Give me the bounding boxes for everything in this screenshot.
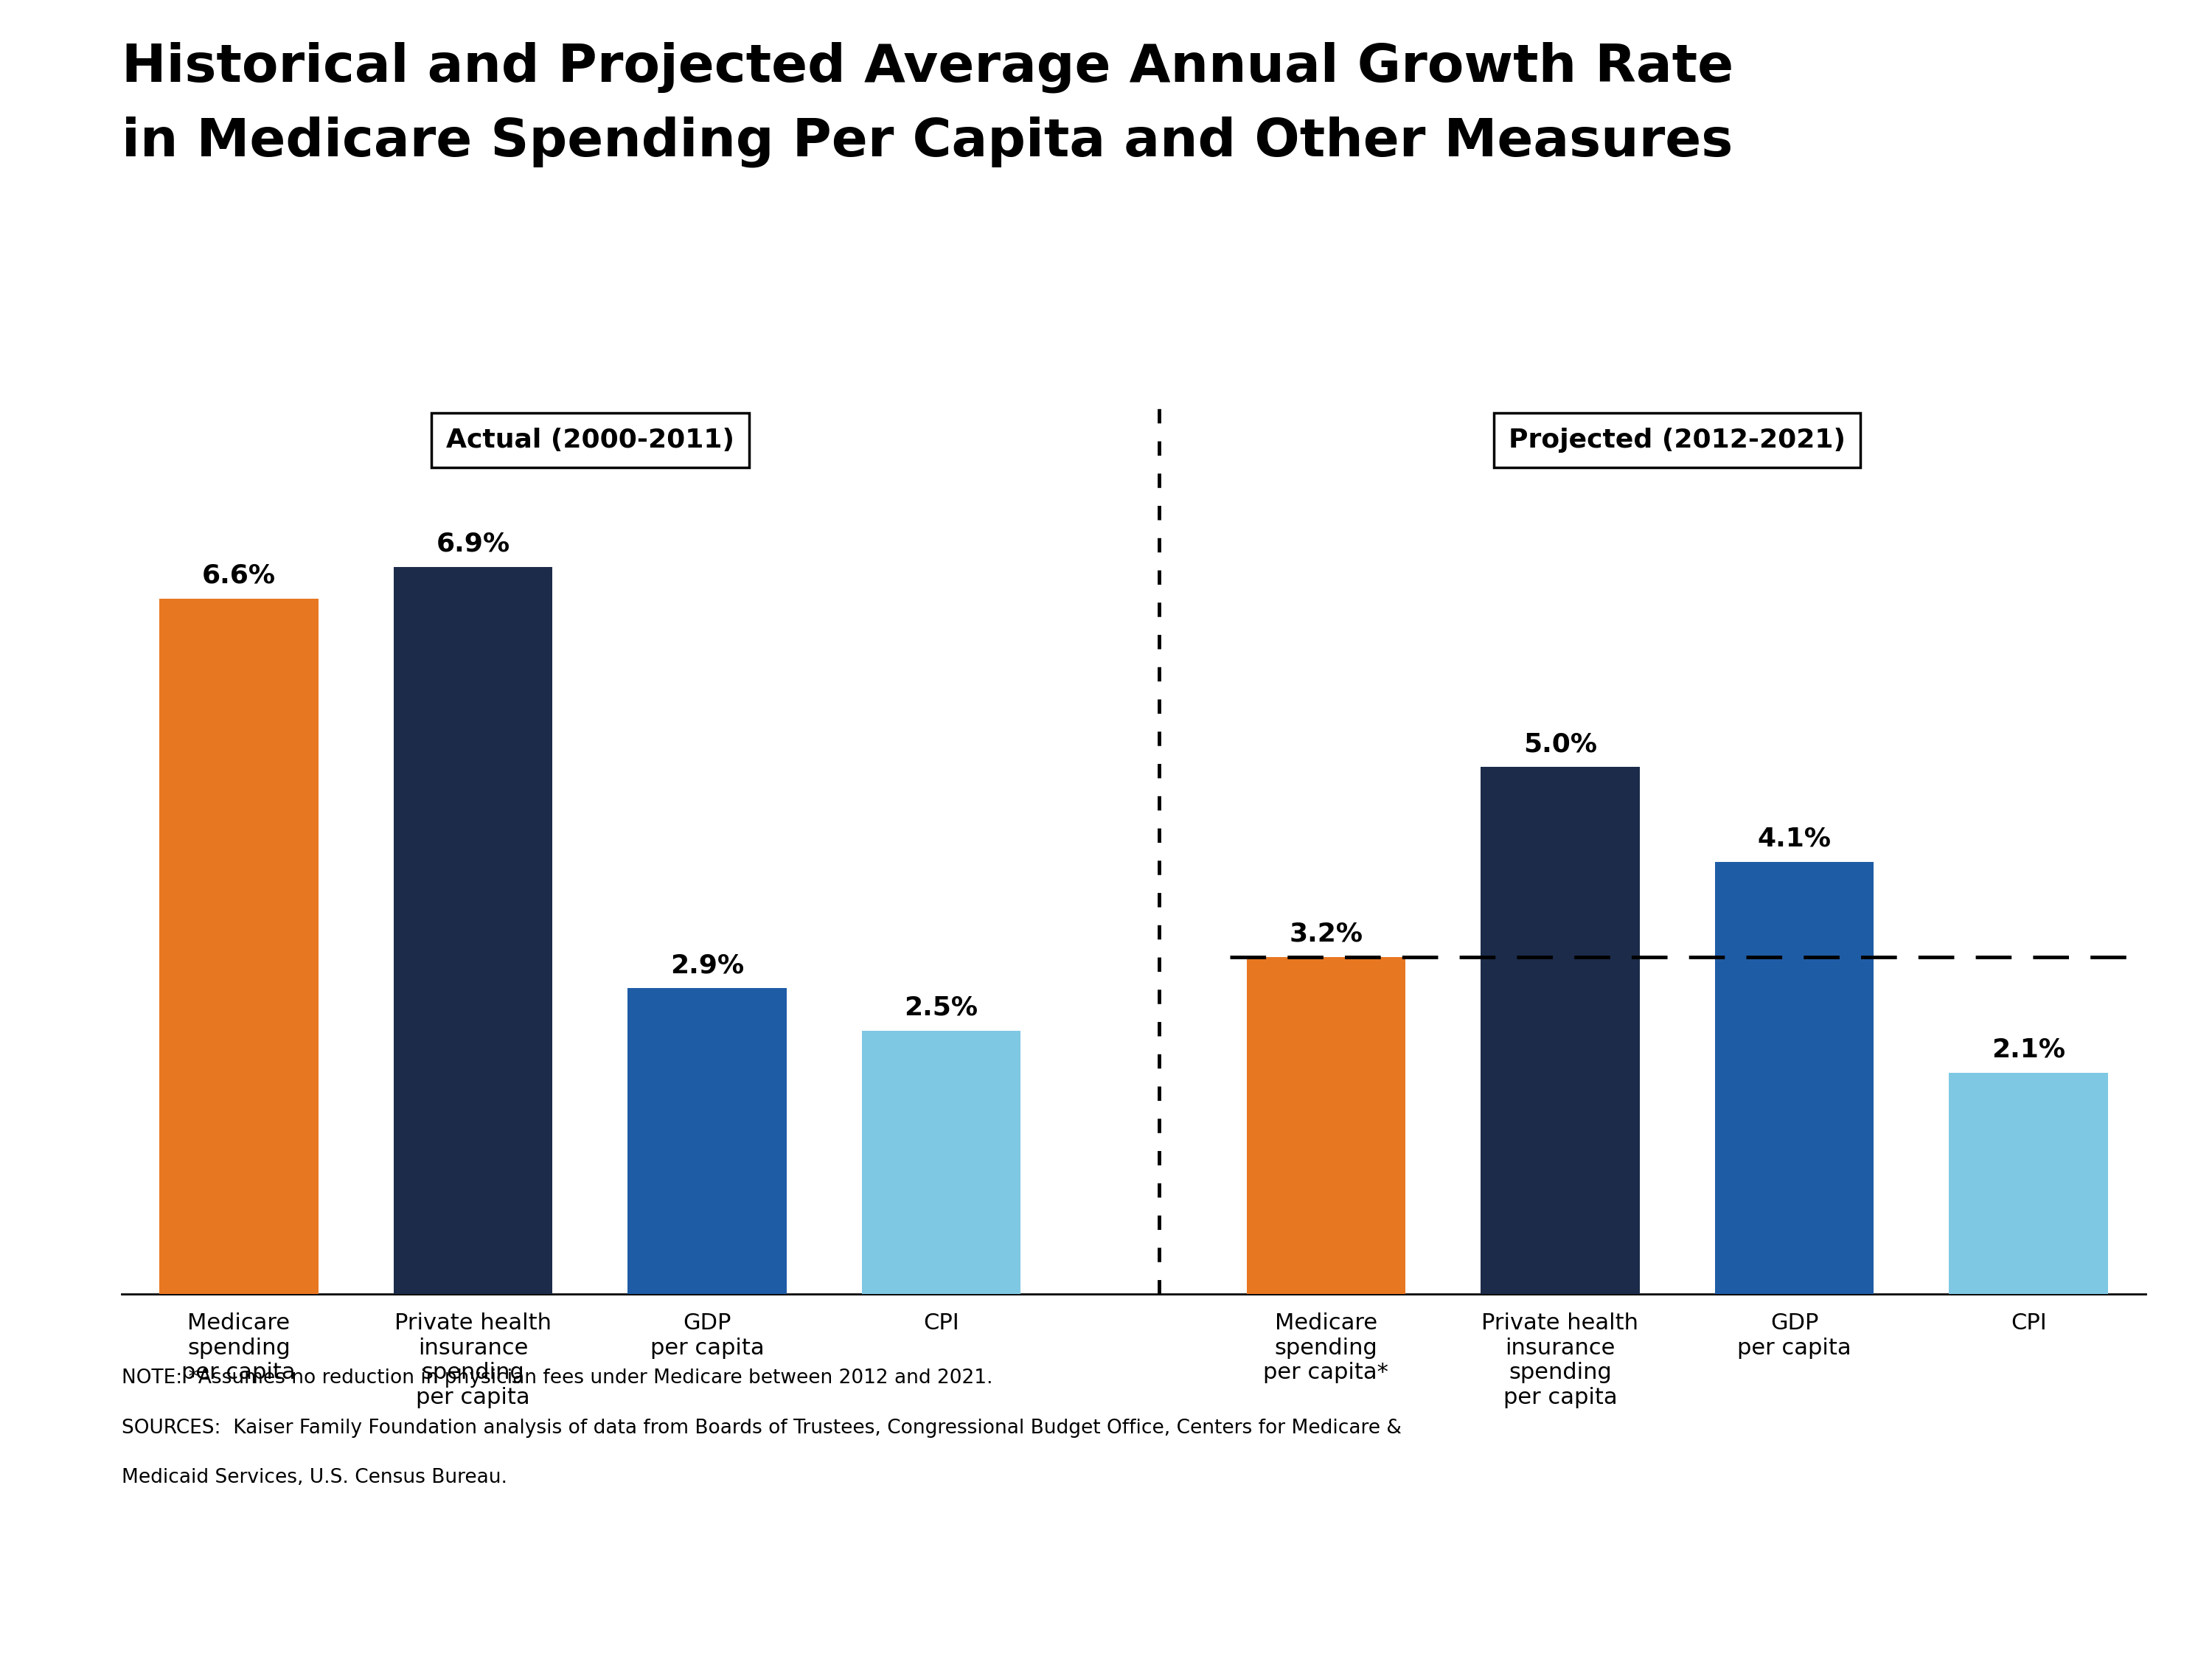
Bar xyxy=(1949,1073,2108,1294)
Bar xyxy=(1248,957,1405,1294)
Bar xyxy=(863,1030,1020,1294)
Text: FAMILY: FAMILY xyxy=(1958,1533,2044,1554)
Text: Historical and Projected Average Annual Growth Rate: Historical and Projected Average Annual … xyxy=(122,41,1734,93)
Bar xyxy=(628,989,787,1294)
Bar xyxy=(394,567,553,1294)
Text: KAISER: KAISER xyxy=(1955,1486,2046,1508)
Text: NOTE: *Assumes no reduction in physician fees under Medicare between 2012 and 20: NOTE: *Assumes no reduction in physician… xyxy=(122,1369,993,1389)
Text: 6.9%: 6.9% xyxy=(436,531,509,556)
Text: FOUNDATION: FOUNDATION xyxy=(1947,1589,2055,1603)
Text: THE HENRY J.: THE HENRY J. xyxy=(1951,1442,2051,1455)
Text: 2.1%: 2.1% xyxy=(1991,1037,2066,1062)
Text: 2.5%: 2.5% xyxy=(905,995,978,1020)
Text: Actual (2000-2011): Actual (2000-2011) xyxy=(447,428,734,453)
Text: 4.1%: 4.1% xyxy=(1759,826,1832,851)
Bar xyxy=(1714,863,1874,1294)
Text: in Medicare Spending Per Capita and Other Measures: in Medicare Spending Per Capita and Othe… xyxy=(122,116,1732,168)
Text: 6.6%: 6.6% xyxy=(201,562,276,587)
Text: Projected (2012-2021): Projected (2012-2021) xyxy=(1509,428,1845,453)
Text: 2.9%: 2.9% xyxy=(670,952,743,977)
Text: 5.0%: 5.0% xyxy=(1524,732,1597,757)
Bar xyxy=(159,599,319,1294)
Text: 3.2%: 3.2% xyxy=(1290,921,1363,946)
Text: SOURCES:  Kaiser Family Foundation analysis of data from Boards of Trustees, Con: SOURCES: Kaiser Family Foundation analys… xyxy=(122,1418,1402,1438)
Bar xyxy=(1480,766,1639,1294)
Text: Medicaid Services, U.S. Census Bureau.: Medicaid Services, U.S. Census Bureau. xyxy=(122,1468,507,1488)
